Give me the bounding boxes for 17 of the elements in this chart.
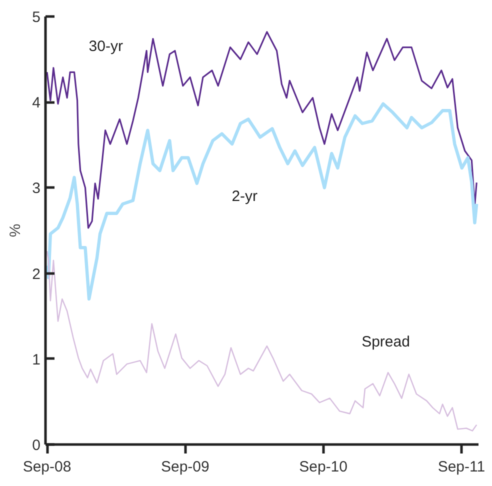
y-tick-label: 4 [32, 94, 40, 112]
line-series [46, 250, 478, 432]
y-tick-label: 2 [32, 266, 40, 283]
y-tick-label: 3 [32, 180, 40, 198]
line-series [46, 31, 478, 229]
y-tick-label: 5 [32, 9, 40, 26]
series-label: Spread [362, 333, 410, 350]
text: 2-yr [232, 188, 258, 205]
y-axis-title: % [7, 224, 24, 238]
y-tick-label: 1 [32, 351, 40, 368]
x-tick-label: Sep-09 [160, 458, 210, 476]
series-label: 30-yr [88, 38, 123, 55]
y-tick-label: 0 [32, 437, 40, 454]
x-tick-label: Sep-11 [438, 458, 486, 476]
x-tick-label: Sep-08 [22, 458, 72, 476]
x-tick-label: Sep-10 [299, 458, 348, 476]
line-series [46, 102, 478, 301]
